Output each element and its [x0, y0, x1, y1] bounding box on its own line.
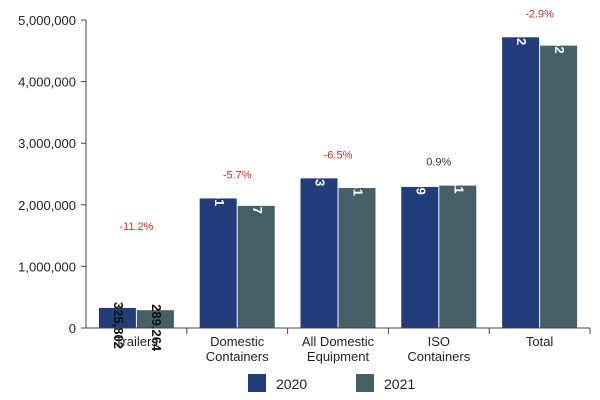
- x-tick-label: Containers: [206, 349, 269, 364]
- bar-2021-0: [136, 310, 174, 328]
- data-label: 4,583,852: [552, 0, 567, 54]
- x-tick-label: Equipment: [307, 349, 370, 364]
- data-label: 2,429,163: [313, 129, 328, 187]
- bar-2020-0: [98, 307, 136, 328]
- legend-label: 2020: [276, 376, 307, 392]
- bar-2021-4: [540, 45, 578, 329]
- bar-2021-3: [439, 185, 477, 328]
- bar-2021-1: [237, 205, 275, 328]
- legend-label: 2021: [384, 376, 415, 392]
- data-label: 4,719,462: [514, 0, 529, 45]
- y-tick-label: 5,000,000: [18, 13, 76, 28]
- change-label: -11.2%: [119, 221, 153, 233]
- bar-2021-2: [338, 188, 376, 328]
- change-label: -6.5%: [324, 149, 353, 161]
- y-tick-label: 2,000,000: [18, 198, 76, 213]
- bars: 325,802 289,264-11.2%2,103,361 1,982,977-5…: [98, 0, 578, 352]
- y-tick-label: 1,000,000: [18, 259, 76, 274]
- x-tick-label: Total: [526, 334, 554, 349]
- x-tick-label: Containers: [407, 349, 470, 364]
- bar-2020-4: [502, 37, 540, 329]
- data-label: 2,272,241: [351, 138, 366, 196]
- change-label: -5.7%: [223, 169, 252, 181]
- x-tick-label: ISO: [428, 334, 450, 349]
- legend-swatch-2020: [248, 374, 266, 392]
- bar-2020-2: [300, 178, 338, 328]
- change-label: -2.9%: [525, 8, 554, 20]
- data-label: 2,290,299: [413, 137, 428, 195]
- legend-swatch-2021: [356, 374, 374, 392]
- y-tick-label: 4,000,000: [18, 75, 76, 90]
- bar-2020-3: [401, 186, 439, 328]
- legend: 2020 2021: [248, 374, 415, 392]
- data-label: 2,311,611: [451, 137, 466, 193]
- x-tick-label: All Domestic: [302, 334, 375, 349]
- data-label: 1,982,977: [250, 156, 265, 214]
- y-tick-label: 0: [69, 321, 76, 336]
- change-label: 0.9%: [426, 157, 451, 169]
- y-axis: 0 1,000,000 2,000,000 3,000,000 4,000,000 5,0…: [18, 13, 87, 336]
- x-tick-label: Trailers: [115, 334, 158, 349]
- y-tick-label: 3,000,000: [18, 136, 76, 151]
- data-label: 2,103,361: [212, 149, 227, 207]
- bar-2020-1: [199, 198, 237, 328]
- data-label: 325,802: [111, 302, 126, 349]
- x-tick-label: Domestic: [210, 334, 265, 349]
